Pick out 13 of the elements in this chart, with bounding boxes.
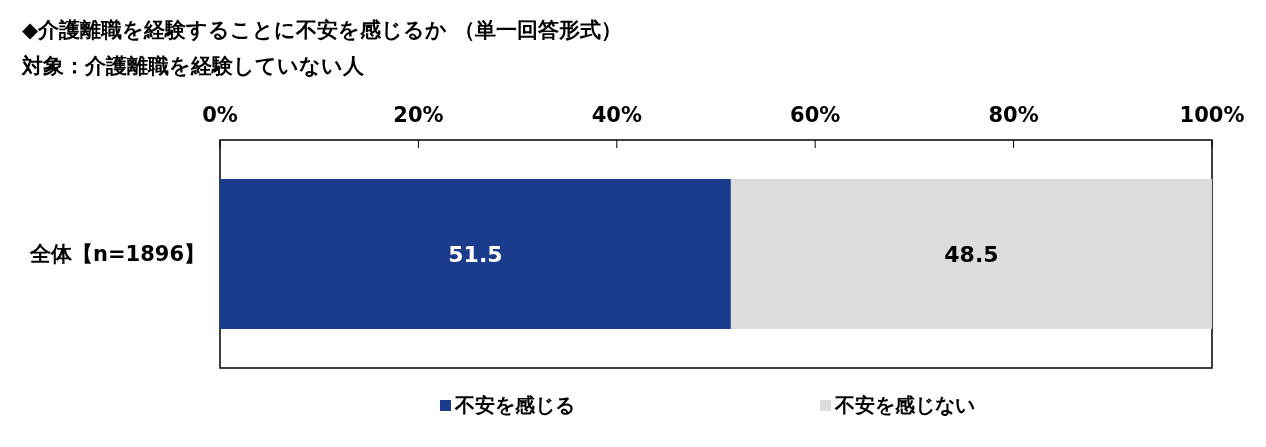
x-tick-label: 80% — [988, 103, 1039, 127]
x-tick-label: 40% — [591, 103, 642, 127]
x-tick-label: 100% — [1179, 103, 1245, 127]
chart-title: ◆介護離職を経験することに不安を感じるか （単一回答形式） — [22, 18, 623, 42]
chart-subtitle: 対象：介護離職を経験していない人 — [21, 54, 365, 78]
data-label: 51.5 — [448, 242, 503, 267]
legend-label: 不安を感じる — [454, 393, 575, 417]
y-tick-label: 全体【n=1896】 — [29, 242, 205, 266]
legend-label: 不安を感じない — [834, 393, 975, 417]
x-tick-label: 20% — [393, 103, 444, 127]
x-tick-label: 60% — [790, 103, 841, 127]
data-label: 48.5 — [944, 242, 999, 267]
x-tick-label: 0% — [202, 103, 238, 127]
